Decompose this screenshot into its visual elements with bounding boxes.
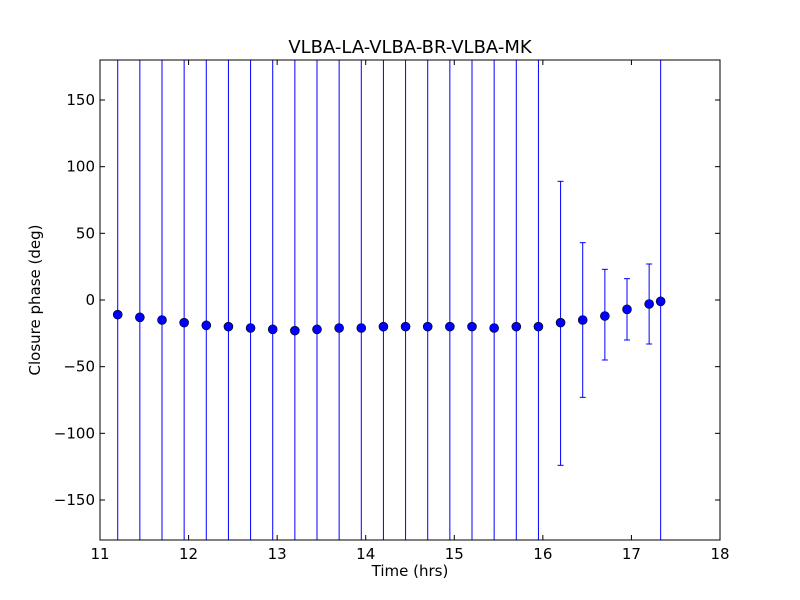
- data-point: [555, 317, 566, 328]
- x-axis-label: Time (hrs): [371, 562, 449, 580]
- data-point: [179, 317, 189, 328]
- data-point: [356, 323, 367, 333]
- data-point: [511, 321, 522, 332]
- x-tick-label: 12: [179, 545, 198, 563]
- data-point: [290, 325, 300, 336]
- data-point: [267, 324, 278, 335]
- data-point: [489, 323, 499, 333]
- x-tick-label: 16: [533, 545, 552, 563]
- x-tick-label: 11: [90, 545, 109, 563]
- data-point: [622, 304, 632, 315]
- data-point: [467, 321, 477, 332]
- chart-title: VLBA-LA-VLBA-BR-VLBA-MK: [288, 37, 533, 58]
- x-tick-label: 14: [356, 545, 375, 563]
- data-point: [378, 321, 389, 332]
- data-point: [655, 296, 666, 307]
- y-axis-label: Closure phase (deg): [26, 225, 44, 376]
- x-tick-label: 17: [622, 545, 641, 563]
- data-point: [245, 323, 256, 333]
- data-point: [223, 321, 234, 332]
- y-tick-label: 150: [66, 91, 95, 109]
- data-point: [400, 321, 411, 332]
- x-tick-label: 15: [445, 545, 464, 563]
- data-point: [334, 323, 344, 333]
- data-point: [600, 311, 610, 321]
- x-axis: 11 12 13 14 15 16 17 18: [90, 60, 730, 563]
- data-point: [312, 324, 322, 335]
- data-point: [112, 309, 123, 320]
- data-point: [135, 312, 145, 323]
- y-axis: −150 −100 −50 0 50 100 150: [54, 91, 720, 509]
- data-point: [422, 321, 433, 332]
- data-point: [445, 321, 455, 332]
- y-tick-label: −50: [63, 358, 95, 376]
- data-point: [533, 321, 544, 332]
- data-point: [577, 315, 588, 325]
- x-tick-label: 13: [268, 545, 287, 563]
- data-point: [157, 315, 167, 325]
- y-tick-label: 50: [76, 224, 95, 242]
- data-point: [644, 299, 654, 309]
- x-tick-label: 18: [710, 545, 729, 563]
- y-tick-label: −100: [54, 424, 95, 442]
- y-tick-label: −150: [54, 491, 95, 509]
- plot-content: [112, 60, 666, 540]
- y-tick-label: 0: [85, 291, 95, 309]
- data-point: [201, 320, 212, 331]
- y-tick-label: 100: [66, 158, 95, 176]
